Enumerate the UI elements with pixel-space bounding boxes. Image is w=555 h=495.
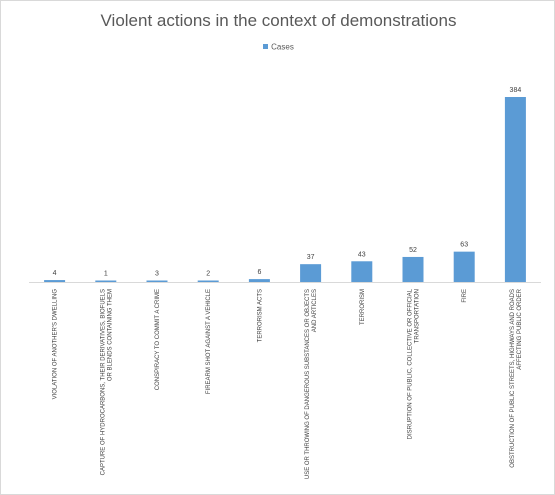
data-label: 3: [155, 271, 159, 278]
bar: [351, 261, 373, 282]
data-label: 384: [510, 87, 522, 94]
category-label: TERRORISM: [360, 289, 366, 325]
category-label-line: CAPTURE OF HYDROCARBONS, THEIR DERIVATIV…: [100, 289, 106, 475]
category-label-line: CONSPIRACY TO COMMIT A CRIME: [155, 289, 161, 390]
category-label: USE OR THROWING OF DANGEROUS SUBSTANCES …: [305, 289, 318, 479]
category-label: CONSPIRACY TO COMMIT A CRIME: [155, 289, 161, 390]
category-label-line: FIRE: [462, 289, 468, 303]
data-label: 2: [206, 271, 210, 278]
category-label: OBSTRUCTION OF PUBLIC STREETS, HIGHWAYS …: [510, 288, 523, 467]
category-label-line: TRANSPORTATION: [415, 289, 421, 343]
category-label-line: FIREARM SHOT AGAINST A VEHICLE: [206, 289, 212, 394]
data-label: 52: [409, 247, 417, 254]
data-label: 63: [460, 242, 468, 249]
category-label-line: TERRORISM: [360, 289, 366, 325]
chart-title: Violent actions in the context of demons…: [100, 11, 457, 30]
category-label-line: OBSTRUCTION OF PUBLIC STREETS, HIGHWAYS …: [510, 289, 516, 468]
category-label-line: OR BLENDS CONTAINING THEM: [107, 289, 113, 381]
data-label: 6: [257, 269, 261, 276]
bar: [44, 280, 66, 282]
data-label: 1: [104, 271, 108, 278]
category-label-line: AND ARTICLES: [312, 289, 318, 332]
bar: [402, 256, 424, 282]
category-label-line: DISRUPTION OF PUBLIC, COLLECTIVE OR OFFI…: [408, 288, 414, 439]
bar: [248, 279, 270, 282]
category-label-line: AFFECTING PUBLIC ORDER: [517, 288, 523, 369]
category-label-line: VIOLATION OF ANOTHER'S DWELLING: [53, 289, 59, 400]
legend-swatch: [263, 44, 269, 50]
data-label: 4: [53, 270, 57, 277]
data-label: 43: [358, 251, 366, 258]
category-label: FIREARM SHOT AGAINST A VEHICLE: [206, 289, 212, 394]
category-label: FIRE: [462, 289, 468, 303]
bar: [453, 251, 475, 282]
bar: [504, 97, 526, 282]
data-label: 37: [307, 254, 315, 261]
category-label-line: TERRORISM ACTS: [257, 289, 263, 342]
bar: [197, 280, 219, 282]
bar: [95, 280, 117, 282]
bar: [300, 264, 322, 282]
legend-label: Cases: [271, 42, 294, 52]
legend: Cases: [1, 42, 554, 52]
category-label: DISRUPTION OF PUBLIC, COLLECTIVE OR OFFI…: [408, 288, 421, 439]
category-label: CAPTURE OF HYDROCARBONS, THEIR DERIVATIV…: [100, 289, 113, 475]
category-label-line: USE OR THROWING OF DANGEROUS SUBSTANCES …: [305, 289, 311, 479]
bar: [146, 280, 168, 282]
category-label: VIOLATION OF ANOTHER'S DWELLING: [53, 289, 59, 400]
category-label: TERRORISM ACTS: [257, 289, 263, 342]
